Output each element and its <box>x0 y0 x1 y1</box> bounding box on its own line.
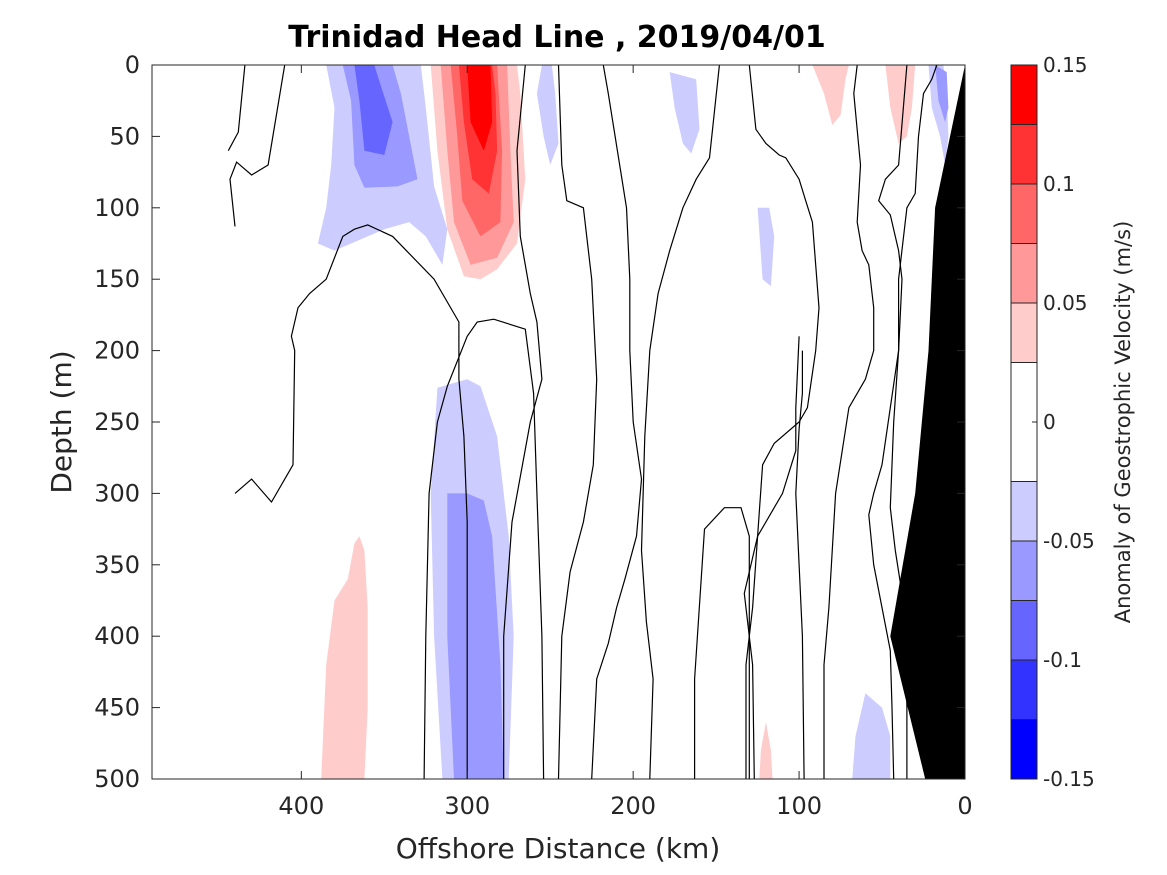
colorbar-segment <box>1011 719 1037 779</box>
y-tick-label: 200 <box>94 337 140 365</box>
colorbar-segment <box>1011 184 1037 244</box>
colorbar-segment <box>1011 600 1037 660</box>
colorbar-tick-label: 0 <box>1043 410 1056 434</box>
colorbar-segment <box>1011 303 1037 363</box>
contour-line-7 <box>640 65 720 779</box>
contour-line-12 <box>823 65 875 779</box>
colorbar-segment <box>1011 243 1037 303</box>
y-tick-label: 350 <box>94 551 140 579</box>
x-tick-label: 0 <box>957 792 972 820</box>
filled-region-9 <box>669 72 700 154</box>
colorbar-segment <box>1011 65 1037 125</box>
colorbar-tick-label: 0.15 <box>1043 53 1088 77</box>
contour-line-1 <box>229 65 286 227</box>
contour-line-9 <box>745 65 820 779</box>
colorbar-ticks: 0.15 0.1 0.05 0 -0.05 -0.1 -0.15 <box>1032 53 1095 791</box>
colorbar-segment <box>1011 124 1037 184</box>
contour-line-5 <box>557 65 598 779</box>
colorbar-tick-label: -0.05 <box>1043 529 1095 553</box>
contour-line-0 <box>227 65 246 151</box>
y-axis-label: Depth (m) <box>45 350 78 493</box>
contour-line-8 <box>693 507 750 779</box>
filled-region-11 <box>812 65 849 125</box>
colorbar-tick-label: -0.1 <box>1043 648 1082 672</box>
contour-line-6 <box>591 65 643 779</box>
contour-lines <box>227 65 938 779</box>
filled-contours <box>317 65 949 779</box>
colorbar-segment <box>1011 660 1037 720</box>
chart-title: Trinidad Head Line , 2019/04/01 <box>288 20 825 55</box>
colorbar-label: Anomaly of Geostrophic Velocity (m/s) <box>1111 221 1135 624</box>
colorbar-tick-label: 0.05 <box>1043 291 1088 315</box>
filled-region-8 <box>536 65 559 165</box>
colorbar-tick-label: 0.1 <box>1043 172 1075 196</box>
plot-area: 400 300 200 100 0 0 50 100 150 200 250 300 350 400 45… <box>94 51 972 820</box>
y-tick-label: 0 <box>125 51 140 79</box>
colorbar-tick-label: -0.15 <box>1043 767 1095 791</box>
x-tick-label: 100 <box>776 792 822 820</box>
y-tick-label: 50 <box>109 122 140 150</box>
filled-region-14 <box>935 65 949 123</box>
bathymetry-layer <box>890 65 965 779</box>
contour-line-3 <box>423 318 545 779</box>
x-tick-label: 200 <box>610 792 656 820</box>
contour-line-10 <box>795 350 805 779</box>
filled-region-2 <box>354 65 393 155</box>
y-tick-label: 250 <box>94 408 140 436</box>
filled-region-12 <box>885 65 916 144</box>
filled-region-10 <box>757 207 775 287</box>
filled-region-16 <box>447 493 504 779</box>
colorbar-segment <box>1011 481 1037 541</box>
filled-region-18 <box>852 693 891 779</box>
x-tick-label: 300 <box>444 792 490 820</box>
colorbar-segment <box>1011 541 1037 601</box>
y-tick-label: 150 <box>94 265 140 293</box>
plot-background <box>152 65 965 779</box>
contour-line-4 <box>503 65 543 779</box>
y-tick-label: 500 <box>94 765 140 793</box>
filled-region-17 <box>321 536 368 779</box>
y-tick-label: 400 <box>94 622 140 650</box>
contour-line-11 <box>743 336 800 779</box>
contour-line-13 <box>868 65 908 779</box>
filled-region-19 <box>759 721 773 779</box>
colorbar: 0.15 0.1 0.05 0 -0.05 -0.1 -0.15 <box>1010 53 1095 791</box>
y-axis-ticks: 0 50 100 150 200 250 300 350 400 450 500 <box>94 51 965 793</box>
y-tick-label: 450 <box>94 694 140 722</box>
y-tick-label: 300 <box>94 479 140 507</box>
bathymetry-shape <box>890 65 965 779</box>
y-tick-label: 100 <box>94 194 140 222</box>
filled-region-7 <box>467 65 493 151</box>
contour-line-2 <box>234 224 468 779</box>
x-axis-label: Offshore Distance (km) <box>396 832 721 865</box>
x-axis-ticks: 400 300 200 100 0 <box>278 65 973 820</box>
x-tick-label: 400 <box>278 792 324 820</box>
